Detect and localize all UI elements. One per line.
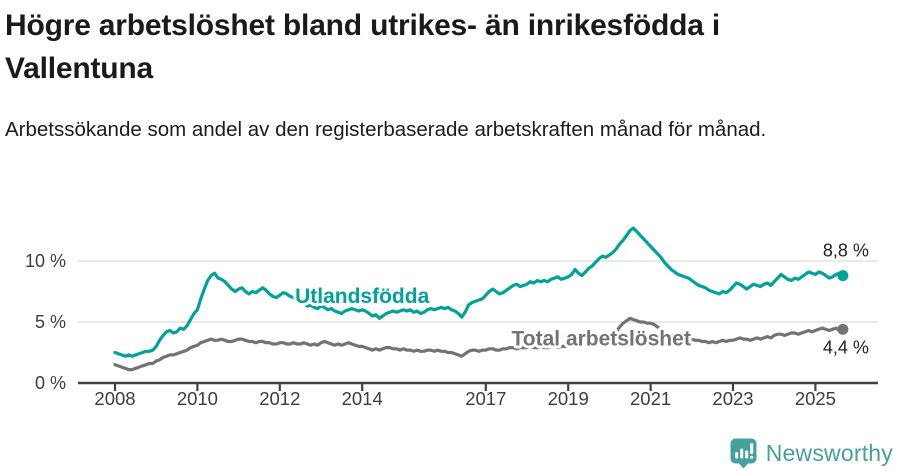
page-subtitle: Arbetssökande som andel av den registerb… [5,118,767,141]
y-tick-label-0: 0 % [35,373,66,393]
x-tick-label-2010: 2010 [177,388,218,409]
series-label-utlandsf-dda: Utlandsfödda [295,285,429,308]
x-tick-label-2023: 2023 [712,388,753,409]
unemployment-line-chart: 0 % 5 % 10 % 2008 2010 2012 2014 2017 2019 2021 20… [25,226,878,409]
y-tick-label-5: 5 % [35,312,66,332]
x-tick-label-2012: 2012 [259,388,300,409]
speech-bubble-shape [730,438,757,469]
line-total-arbetsl-shet [113,316,845,372]
end-dot-total-arbetsl-shet [837,323,849,335]
exclamation-bar [749,443,753,454]
x-tick-label-2008: 2008 [94,388,135,409]
series-label-total-arbetsl-shet: Total arbetslöshet [512,328,691,351]
y-tick-label-10: 10 % [25,251,66,271]
exclamation-dot [749,455,753,459]
bar-2 [739,448,743,459]
x-tick-label-2021: 2021 [630,388,671,409]
bar-3 [744,450,748,459]
page-title: Högre arbetslöshet bland utrikes- än inr… [5,9,720,85]
x-tick-label-2014: 2014 [342,388,383,409]
end-dot-utlandsf-dda [837,270,849,282]
x-tick-label-2019: 2019 [548,388,589,409]
brand-footer: Newsworthy [730,438,893,469]
newsworthy-logo-icon [730,438,757,469]
x-tick-label-2017: 2017 [465,388,506,409]
x-tick-label-2025: 2025 [795,388,836,409]
brand-name: Newsworthy [765,440,893,466]
end-value-label-total-arbetsl-shet: 4,4 % [823,337,869,357]
end-value-label-utlandsf-dda: 8,8 % [823,241,869,261]
bar-1 [734,452,738,459]
line-utlandsf-dda [113,226,845,358]
